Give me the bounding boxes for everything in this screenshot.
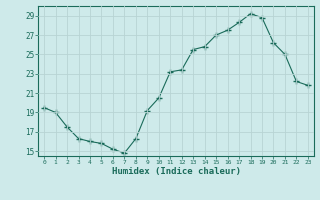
X-axis label: Humidex (Indice chaleur): Humidex (Indice chaleur) (111, 167, 241, 176)
